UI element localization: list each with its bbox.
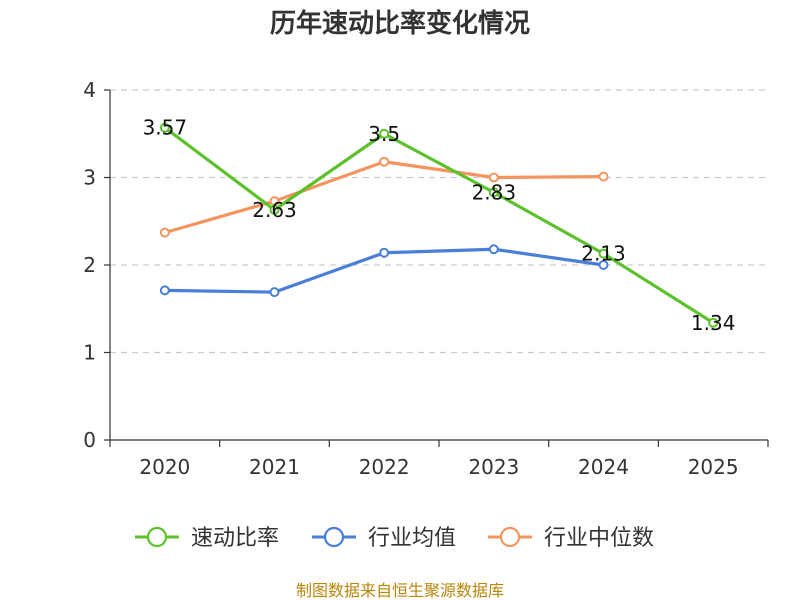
legend-swatch-marker-0 [146,526,168,548]
y-tick-label-4: 4 [83,78,96,102]
legend-item-0: 速动比率 [135,526,279,551]
series-1-point-2020 [159,285,170,296]
y-tick-label-2: 2 [83,253,96,277]
data-labels: 3.57 2.63 3.5 2.83 2.13 1.34 [143,116,736,335]
legend-item-2: 行业中位数 [488,526,654,551]
legend-label-0: 速动比率 [191,526,279,551]
series-2-point-2022 [379,156,390,167]
series-2-point-2020 [159,227,170,238]
data-label-2025: 1.34 [691,311,736,335]
legend-label-2: 行业中位数 [544,526,654,551]
x-tick-label-2021: 2021 [249,455,300,479]
series-2-point-2023 [488,172,499,183]
series-1-point-2024 [598,260,609,270]
series-lines [159,122,719,328]
y-tick-label-0: 0 [83,428,96,452]
y-tick-label-1: 1 [83,341,96,365]
x-tick-label-2020: 2020 [139,455,190,479]
data-label-2022: 3.5 [368,122,400,146]
y-tick-label-3: 3 [83,166,96,190]
data-label-2023: 2.83 [472,180,517,204]
series-2-point-2024 [598,171,609,182]
series-0-point-2024 [598,248,609,259]
series-0-point-2023 [488,187,499,198]
chart-title: 历年速动比率变化情况 [270,8,530,39]
data-label-2020: 3.57 [143,116,188,140]
legend-swatch-marker-2 [499,526,521,548]
axes: 0 1 2 3 4 2020 2021 2022 2023 2024 2025 [83,78,769,479]
legend-swatch-marker-1 [323,526,345,548]
series-line-2 [163,160,606,235]
source-note: 制图数据来自恒生聚源数据库 [296,581,504,600]
series-0-point-2021 [269,204,280,215]
data-label-2024: 2.13 [581,242,626,266]
series-1-point-2021 [269,287,280,298]
series-0-point-2022 [379,128,390,139]
series-0-point-2020 [159,122,170,133]
legend-item-1: 行业均值 [312,526,456,551]
x-tick-label-2024: 2024 [578,455,629,479]
legend-label-1: 行业均值 [368,526,456,551]
x-tick-label-2025: 2025 [688,455,739,479]
data-label-2021: 2.63 [252,198,297,222]
series-line-0 [163,126,715,325]
x-tick-label-2023: 2023 [468,455,519,479]
x-tick-label-2022: 2022 [359,455,410,479]
series-1-point-2023 [488,244,499,255]
legend: 速动比率 行业均值 行业中位数 [135,526,654,551]
series-0-point-2025 [708,317,719,328]
series-1-point-2022 [379,247,390,258]
